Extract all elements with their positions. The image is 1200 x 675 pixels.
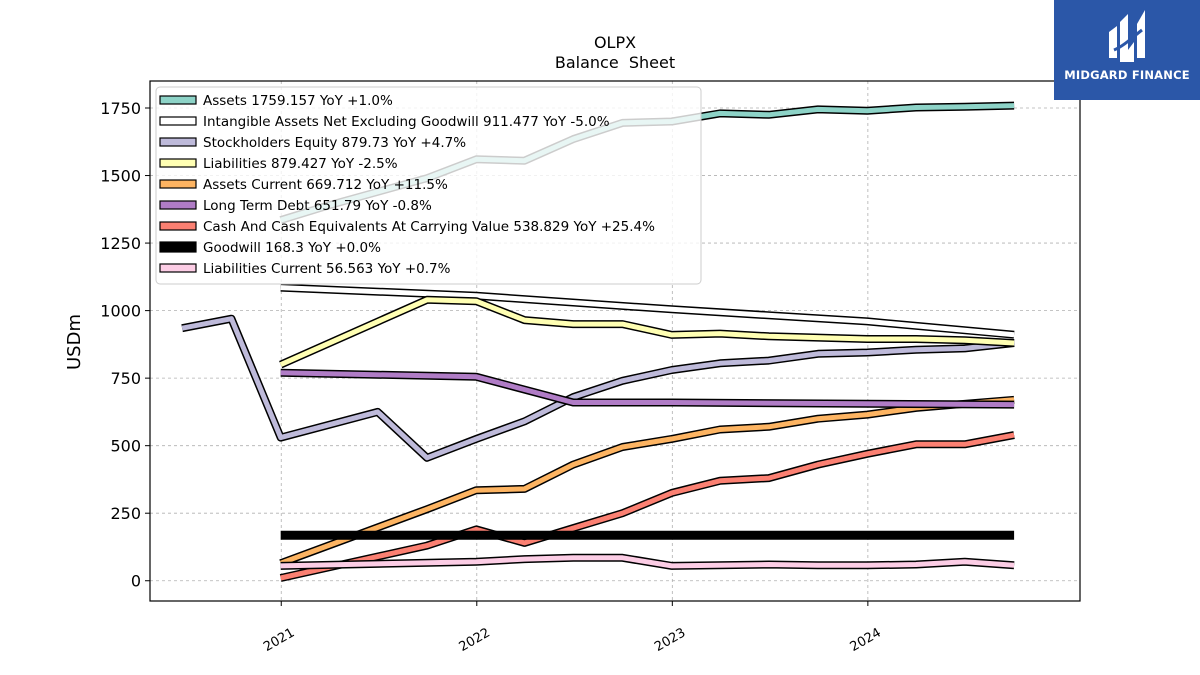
y-tick-label: 1500 <box>100 167 141 186</box>
y-tick-label: 500 <box>110 437 141 456</box>
series-line <box>280 555 1015 569</box>
legend-entry: Assets Current 669.712 YoY +11.5% <box>203 177 448 193</box>
legend-entry: Liabilities Current 56.563 YoY +0.7% <box>203 261 451 277</box>
series-lines <box>181 101 1015 582</box>
y-tick-label: 750 <box>110 369 141 388</box>
legend-entry: Intangible Assets Net Excluding Goodwill… <box>203 114 610 130</box>
series-line <box>279 397 1015 566</box>
legend-box <box>155 86 702 285</box>
legend-swatch <box>159 116 197 126</box>
series-outline <box>279 431 1015 582</box>
y-tick-label: 0 <box>131 572 141 591</box>
series-liabilities <box>279 295 1015 369</box>
series-line <box>181 316 1015 461</box>
legend-swatch <box>159 241 197 253</box>
legend-entry: Goodwill 168.3 YoY +0.0% <box>203 240 381 256</box>
brand-logo: MIDGARD FINANCE <box>1054 0 1200 100</box>
series-liabilities-current <box>280 553 1015 570</box>
legend-swatch <box>159 179 197 189</box>
x-tick-label: 2023 <box>652 625 688 655</box>
y-tick-label: 1750 <box>100 99 141 118</box>
series-line <box>279 297 1015 367</box>
legend-swatch <box>159 200 197 210</box>
series-assets-current <box>279 395 1015 567</box>
x-tick-label: 2021 <box>261 625 297 655</box>
plot-frame <box>149 80 1081 602</box>
series-intangible-assets-net-excluding-goodwill <box>280 283 1015 339</box>
y-axis-label: USDm <box>64 314 85 370</box>
brand-name: MIDGARD FINANCE <box>1064 68 1190 82</box>
legend-swatch <box>159 263 197 273</box>
chart-subtitle: Balance Sheet <box>555 53 675 72</box>
legend-entry: Assets 1759.157 YoY +1.0% <box>203 93 393 109</box>
y-tick-label: 1250 <box>100 234 141 253</box>
series-long-term-debt <box>280 368 1015 409</box>
x-tick-label: 2022 <box>457 625 493 655</box>
legend: Assets 1759.157 YoY +1.0% Intangible Asse… <box>155 86 702 285</box>
legend-swatch <box>159 137 197 147</box>
x-tick-label: 2024 <box>848 625 884 655</box>
midgard-logo-icon <box>1109 10 1145 62</box>
legend-entry: Liabilities 879.427 YoY -2.5% <box>203 156 398 172</box>
series-stockholders-equity <box>181 314 1015 462</box>
legend-swatch <box>159 221 197 231</box>
y-tick-label: 250 <box>110 504 141 523</box>
legend-entry: Cash And Cash Equivalents At Carrying Va… <box>203 219 655 235</box>
legend-entry: Stockholders Equity 879.73 YoY +4.7% <box>203 135 466 151</box>
legend-swatch <box>159 95 197 105</box>
y-tick-label: 1000 <box>100 302 141 321</box>
series-line <box>280 370 1015 408</box>
series-line <box>280 285 1015 338</box>
legend-entry: Long Term Debt 651.79 YoY -0.8% <box>203 198 432 214</box>
legend-swatch <box>159 158 197 168</box>
series-cash-and-cash-equivalents-at-carrying-value <box>279 431 1015 582</box>
chart-title: OLPX <box>594 33 636 52</box>
